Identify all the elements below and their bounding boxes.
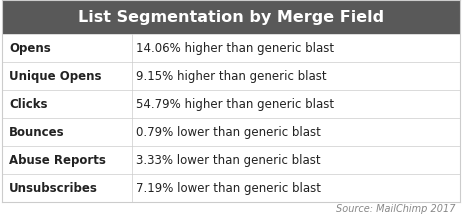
Text: 0.79% lower than generic blast: 0.79% lower than generic blast — [136, 126, 321, 139]
Text: Opens: Opens — [9, 42, 51, 55]
Text: Clicks: Clicks — [9, 98, 48, 111]
Text: Unsubscribes: Unsubscribes — [9, 182, 98, 195]
FancyBboxPatch shape — [2, 62, 460, 90]
Text: Abuse Reports: Abuse Reports — [9, 154, 106, 167]
FancyBboxPatch shape — [2, 146, 460, 174]
Text: 7.19% lower than generic blast: 7.19% lower than generic blast — [136, 182, 321, 195]
Text: 54.79% higher than generic blast: 54.79% higher than generic blast — [136, 98, 334, 111]
Text: Source: MailChimp 2017: Source: MailChimp 2017 — [335, 204, 455, 213]
FancyBboxPatch shape — [2, 0, 460, 34]
Text: List Segmentation by Merge Field: List Segmentation by Merge Field — [78, 9, 384, 25]
FancyBboxPatch shape — [2, 174, 460, 202]
FancyBboxPatch shape — [2, 118, 460, 146]
Text: 9.15% higher than generic blast: 9.15% higher than generic blast — [136, 70, 327, 83]
FancyBboxPatch shape — [2, 90, 460, 118]
Text: 14.06% higher than generic blast: 14.06% higher than generic blast — [136, 42, 334, 55]
Text: 3.33% lower than generic blast: 3.33% lower than generic blast — [136, 154, 321, 167]
FancyBboxPatch shape — [2, 34, 460, 62]
Text: Bounces: Bounces — [9, 126, 65, 139]
Text: Unique Opens: Unique Opens — [9, 70, 102, 83]
